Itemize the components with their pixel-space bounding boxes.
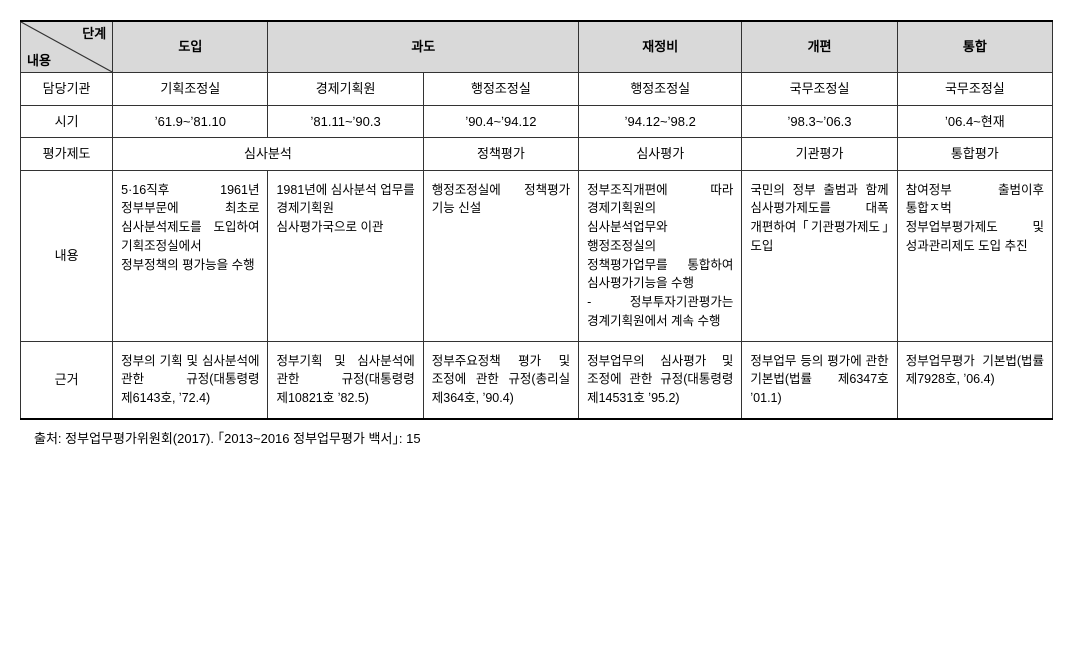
table-cell: 경제기획원 <box>268 73 423 106</box>
table-cell: 5·16직후 1961년 정부부문에 최초로 심사분석제도를 도입하여 기획조정… <box>113 170 268 341</box>
table-cell: 심사분석 <box>113 138 424 171</box>
stage-header: 도입 <box>113 21 268 73</box>
agency-row: 담당기관 기획조정실 경제기획원 행정조정실 행정조정실 국무조정실 국무조정실 <box>21 73 1053 106</box>
header-row: 단계 내용 도입 과도 재정비 개편 통합 <box>21 21 1053 73</box>
table-cell: ʼ81.11~ʼ90.3 <box>268 105 423 138</box>
stage-header: 재정비 <box>579 21 742 73</box>
table-cell: 국무조정실 <box>742 73 897 106</box>
table-cell: ʼ98.3~ʼ06.3 <box>742 105 897 138</box>
table-cell: 기획조정실 <box>113 73 268 106</box>
table-cell: 심사평가 <box>579 138 742 171</box>
table-cell: 참여정부 출범이후 통합ㅈ벅 정부업부평가제도 및 성과관리제도 도입 추진 <box>897 170 1052 341</box>
stage-header: 과도 <box>268 21 579 73</box>
content-row: 내용 5·16직후 1961년 정부부문에 최초로 심사분석제도를 도입하여 기… <box>21 170 1053 341</box>
system-row: 평가제도 심사분석 정책평가 심사평가 기관평가 통합평가 <box>21 138 1053 171</box>
table-cell: ʼ94.12~ʼ98.2 <box>579 105 742 138</box>
table-cell: 정부업무평가 기본법(법률 제7928호, ʼ06.4) <box>897 341 1052 419</box>
row-label: 시기 <box>21 105 113 138</box>
stage-header: 개편 <box>742 21 897 73</box>
table-cell: 행정조정실에 정책평가 기능 신설 <box>423 170 578 341</box>
period-row: 시기 ʼ61.9~ʼ81.10 ʼ81.11~ʼ90.3 ʼ90.4~ʼ94.1… <box>21 105 1053 138</box>
basis-row: 근거 정부의 기획 및 심사분석에 관한 규정(대통령령 제6143호, ʼ72… <box>21 341 1053 419</box>
row-label: 담당기관 <box>21 73 113 106</box>
stage-header: 통합 <box>897 21 1052 73</box>
table-cell: ʼ61.9~ʼ81.10 <box>113 105 268 138</box>
table-cell: 국민의 정부 출범과 함께 심사평가제도를 대폭 개편하여 ｢기관평가제도｣도입 <box>742 170 897 341</box>
diag-bottom-label: 내용 <box>27 51 51 71</box>
table-cell: 국무조정실 <box>897 73 1052 106</box>
table-cell: 정부주요정책 평가 및 조정에 관한 규정(총리실 제364호, ʼ90.4) <box>423 341 578 419</box>
row-label: 내용 <box>21 170 113 341</box>
table-cell: ʼ90.4~ʼ94.12 <box>423 105 578 138</box>
table-container: 단계 내용 도입 과도 재정비 개편 통합 담당기관 기획조정실 경제기획원 행… <box>20 20 1053 447</box>
table-cell: ʼ06.4~현재 <box>897 105 1052 138</box>
table-cell: 정부업무 등의 평가에 관한 기본법(법률 제6347호 ʼ01.1) <box>742 341 897 419</box>
table-cell: 1981년에 심사분석 업무를 경제기획원 심사평가국으로 이관 <box>268 170 423 341</box>
row-label: 근거 <box>21 341 113 419</box>
diag-top-label: 단계 <box>82 24 106 44</box>
table-cell: 기관평가 <box>742 138 897 171</box>
table-cell: 통합평가 <box>897 138 1052 171</box>
table-cell: 행정조정실 <box>423 73 578 106</box>
diagonal-header-cell: 단계 내용 <box>21 21 113 73</box>
row-label: 평가제도 <box>21 138 113 171</box>
table-cell: 정부의 기획 및 심사분석에 관한 규정(대통령령 제6143호, ʼ72.4) <box>113 341 268 419</box>
table-cell: 정부기획 및 심사분석에 관한 규정(대통령령 제10821호 ʼ82.5) <box>268 341 423 419</box>
table-cell: 정책평가 <box>423 138 578 171</box>
table-cell: 정부업무의 심사평가 및 조정에 관한 규정(대통령령 제14531호 ʼ95.… <box>579 341 742 419</box>
source-citation: 출처: 정부업무평가위원회(2017). ｢2013~2016 정부업무평가 백… <box>20 428 1053 447</box>
table-cell: 행정조정실 <box>579 73 742 106</box>
policy-history-table: 단계 내용 도입 과도 재정비 개편 통합 담당기관 기획조정실 경제기획원 행… <box>20 20 1053 420</box>
table-cell: 정부조직개편에 따라 경제기획원의 심사분석업무와 행정조정실의 정책평가업무를… <box>579 170 742 341</box>
